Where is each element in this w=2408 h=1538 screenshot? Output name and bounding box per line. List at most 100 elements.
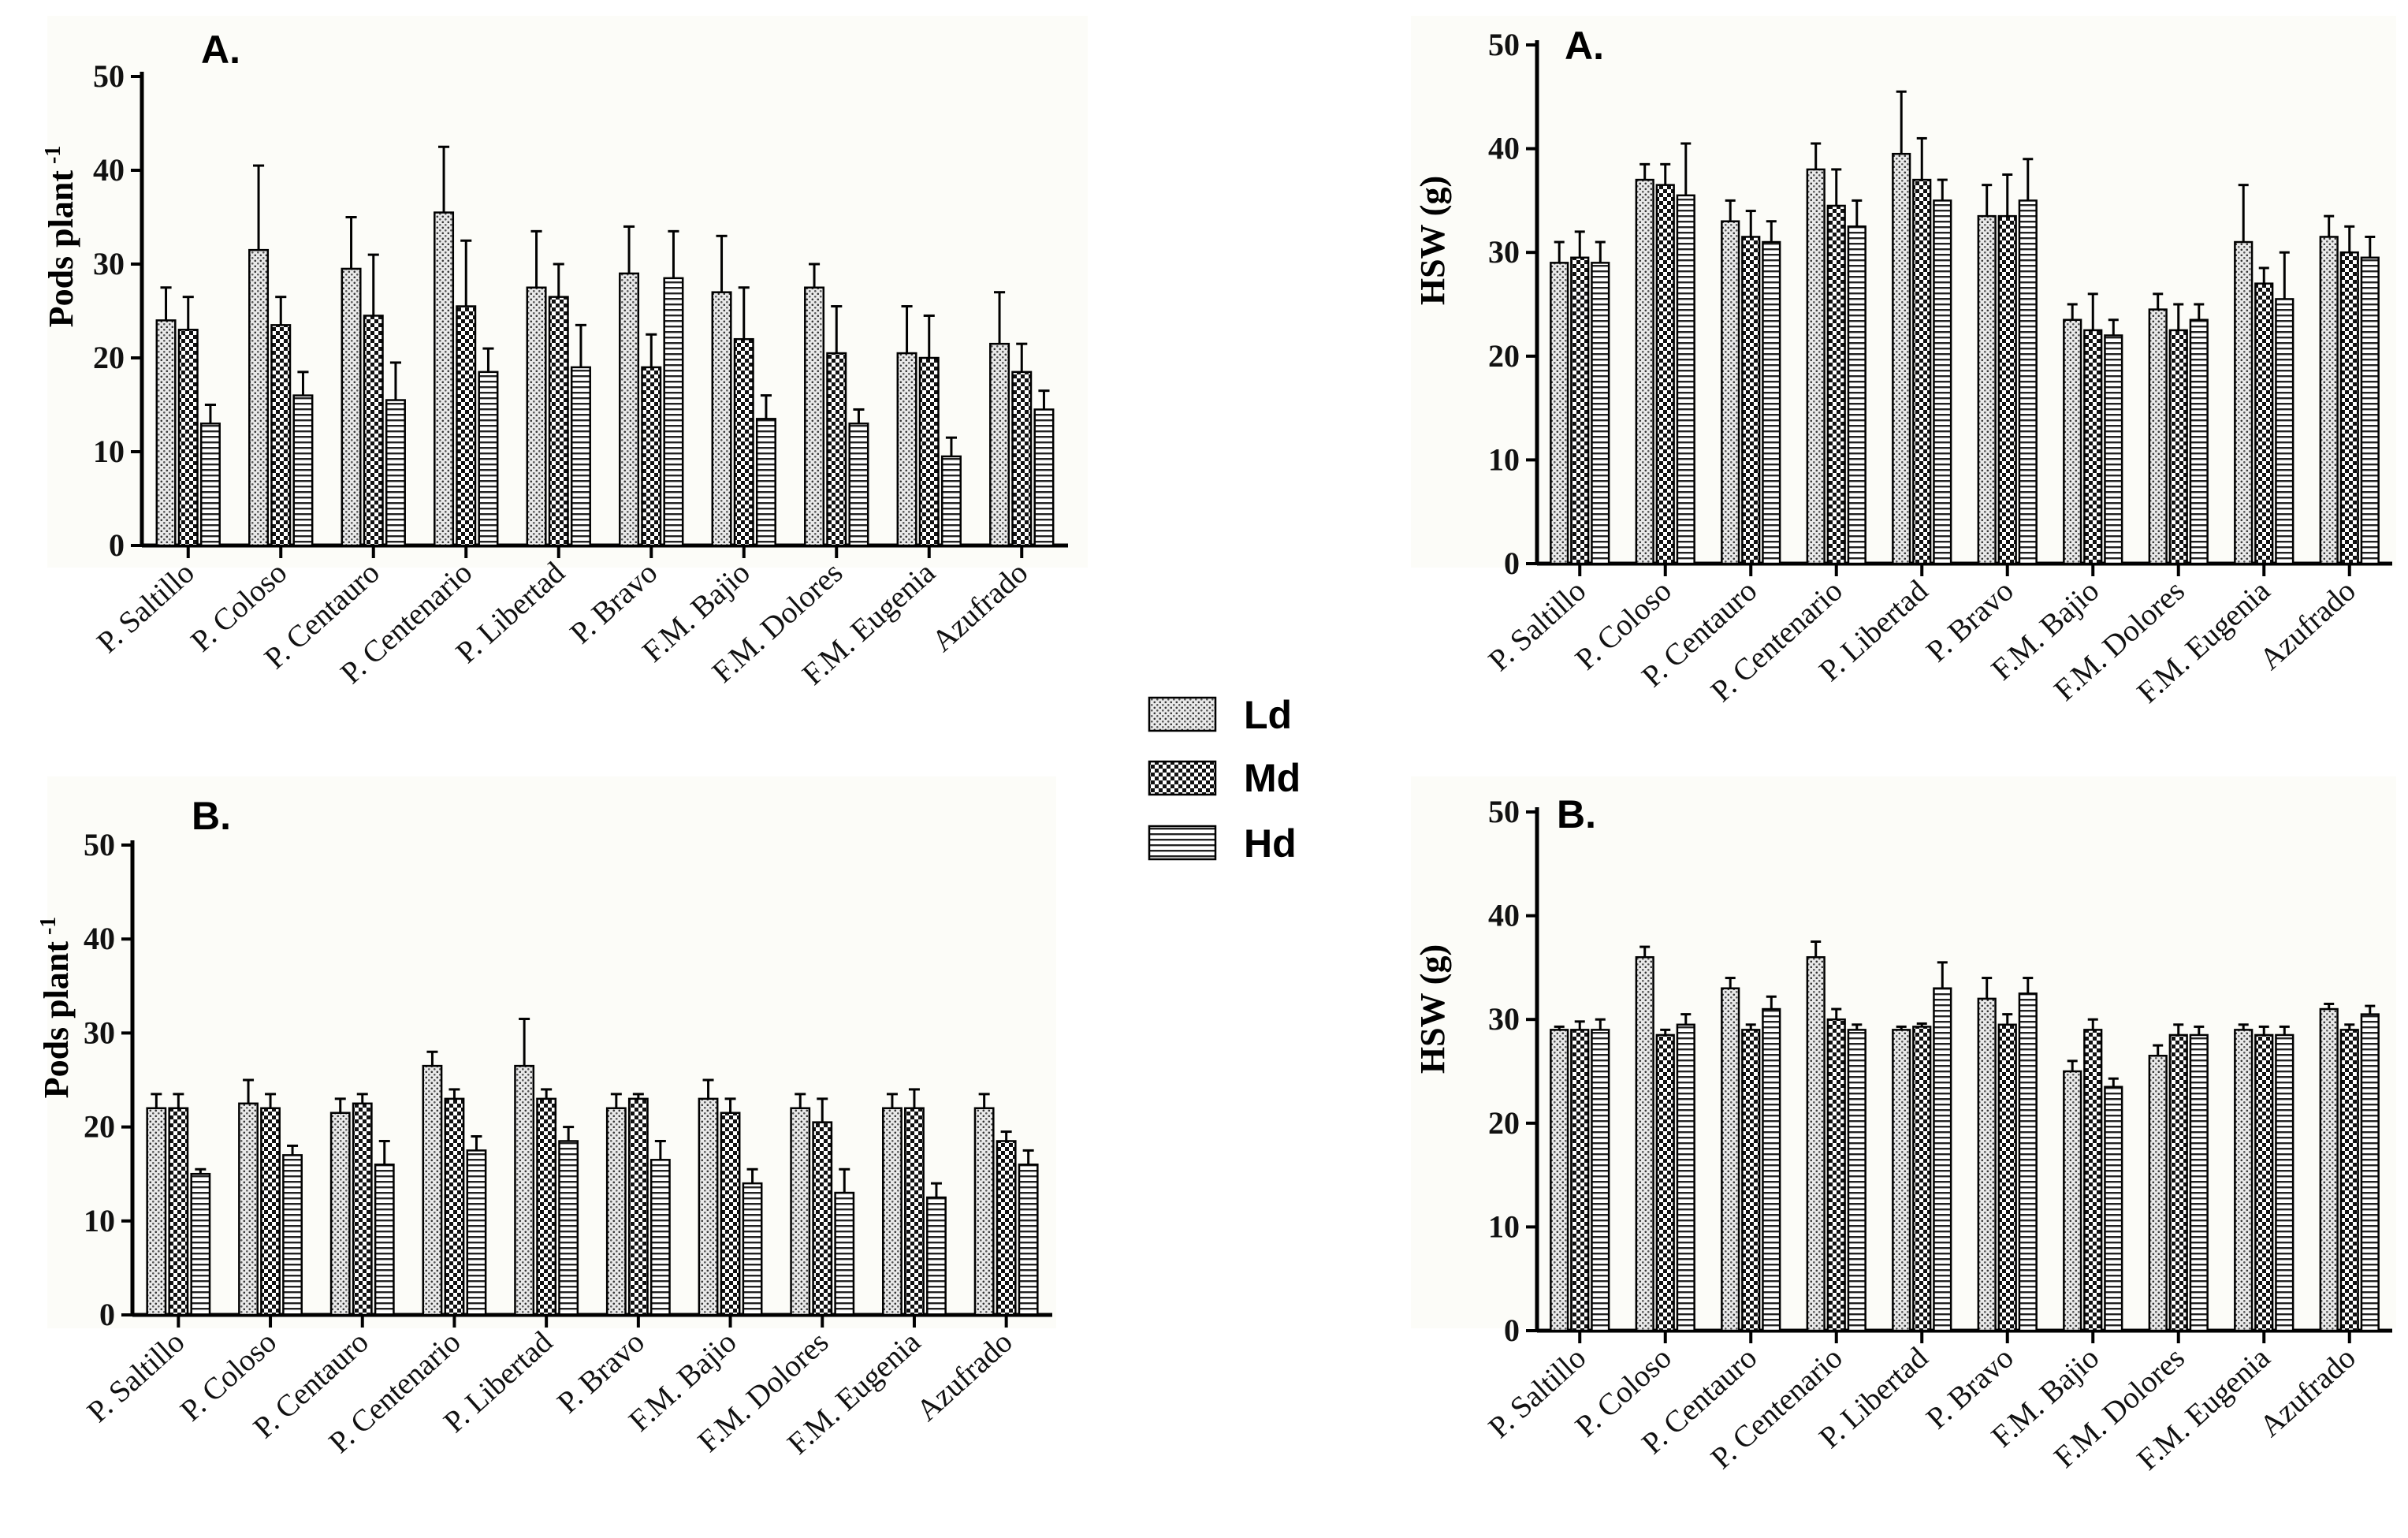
bar-ld bbox=[1806, 168, 1826, 565]
bar-ld bbox=[238, 1102, 259, 1316]
bar-hd bbox=[1033, 408, 1055, 547]
bar-ld bbox=[2063, 318, 2082, 565]
bar-ld bbox=[2319, 236, 2339, 565]
bar-ld bbox=[341, 267, 362, 547]
legend: Ld Md Hd bbox=[1148, 693, 1301, 866]
bar-ld bbox=[2148, 308, 2168, 565]
bar-ld bbox=[434, 211, 455, 547]
bar-ld bbox=[711, 291, 732, 547]
y-tick-label: 40 bbox=[93, 152, 125, 188]
bar-md bbox=[456, 305, 477, 547]
bar-ld bbox=[973, 1107, 995, 1316]
panel-title: B. bbox=[192, 794, 231, 838]
x-tick-label: Azufrado bbox=[910, 1325, 1018, 1428]
x-tick-label: P. Saltillo bbox=[1482, 574, 1592, 678]
y-tick-label: 10 bbox=[84, 1203, 115, 1238]
bar-md bbox=[2254, 282, 2274, 565]
bar-hd bbox=[1018, 1164, 1039, 1316]
bar-md bbox=[1570, 256, 1590, 565]
y-tick-label: 20 bbox=[1488, 338, 1520, 374]
legend-swatch-md bbox=[1148, 760, 1217, 796]
y-axis-label: Pods plant-1 bbox=[36, 917, 76, 1099]
bar-ld bbox=[1635, 955, 1654, 1332]
bar-ld bbox=[514, 1064, 535, 1316]
y-tick-label: 50 bbox=[1488, 27, 1520, 62]
bar-md bbox=[536, 1097, 557, 1316]
y-tick-label: 0 bbox=[99, 1297, 115, 1332]
bar-md bbox=[720, 1112, 741, 1316]
bar-hd bbox=[2189, 318, 2209, 565]
bar-ld bbox=[698, 1097, 719, 1316]
bar-ld bbox=[526, 286, 547, 547]
bar-hd bbox=[1591, 262, 1610, 565]
bar-ld bbox=[1635, 178, 1654, 565]
bar-ld bbox=[1550, 1029, 1569, 1332]
y-tick-label: 10 bbox=[93, 434, 125, 469]
x-tick-label: P. Saltillo bbox=[91, 556, 201, 660]
bar-md bbox=[260, 1107, 281, 1316]
y-tick-label: 10 bbox=[1488, 1208, 1520, 1244]
bar-ld bbox=[804, 286, 825, 547]
bar-hd bbox=[2360, 1013, 2380, 1332]
bar-ld bbox=[155, 319, 177, 547]
bar-md bbox=[904, 1107, 925, 1316]
bar-hd bbox=[2275, 298, 2294, 565]
legend-label-ld: Ld bbox=[1244, 693, 1292, 737]
bar-md bbox=[2083, 329, 2103, 565]
bar-ld bbox=[989, 342, 1010, 547]
bar-md bbox=[2339, 1029, 2359, 1332]
bar-hd bbox=[2018, 199, 2038, 565]
x-tick-label: Azufrado bbox=[2254, 574, 2362, 676]
bar-md bbox=[996, 1140, 1017, 1316]
bar-hd bbox=[2360, 256, 2380, 565]
y-tick-label: 20 bbox=[93, 340, 125, 375]
bar-md bbox=[352, 1102, 373, 1316]
bar-ld bbox=[2063, 1070, 2082, 1332]
bar-ld bbox=[146, 1107, 167, 1316]
bar-md bbox=[1011, 371, 1033, 547]
y-tick-label: 20 bbox=[84, 1109, 115, 1145]
bar-hd bbox=[1847, 225, 1866, 565]
bar-md bbox=[1826, 1018, 1846, 1332]
y-tick-label: 50 bbox=[84, 827, 115, 862]
bar-hd bbox=[926, 1196, 947, 1316]
bar-ld bbox=[2148, 1055, 2168, 1332]
bar-md bbox=[177, 329, 199, 547]
bar-hd bbox=[940, 455, 962, 547]
bar-ld bbox=[248, 248, 270, 547]
x-tick-label: P. Saltillo bbox=[1482, 1341, 1592, 1445]
bar-hd bbox=[199, 423, 221, 547]
bar-hd bbox=[2104, 1086, 2123, 1332]
bar-md bbox=[2339, 251, 2359, 565]
bar-ld bbox=[1977, 997, 1997, 1332]
bar-hd bbox=[834, 1191, 855, 1316]
legend-label-hd: Hd bbox=[1244, 821, 1297, 866]
bar-hd bbox=[1933, 199, 1952, 565]
y-tick-label: 40 bbox=[1488, 131, 1520, 166]
bar-md bbox=[812, 1121, 833, 1316]
bar-md bbox=[1826, 204, 1846, 565]
bar-md bbox=[641, 366, 662, 547]
bar-hd bbox=[742, 1182, 763, 1316]
bar-hd bbox=[1676, 194, 1695, 565]
y-axis-label: HSW (g) bbox=[1413, 176, 1452, 305]
bar-ld bbox=[882, 1107, 903, 1316]
bar-hd bbox=[1847, 1029, 1866, 1332]
bar-md bbox=[270, 324, 292, 547]
bar-md bbox=[2083, 1029, 2103, 1332]
bar-hd bbox=[292, 394, 314, 547]
bar-md bbox=[2168, 1033, 2188, 1332]
y-tick-label: 30 bbox=[93, 246, 125, 281]
y-axis-label-superscript: -1 bbox=[36, 917, 61, 935]
bar-md bbox=[1912, 1026, 1932, 1332]
y-tick-label: 50 bbox=[1488, 794, 1520, 829]
bar-ld bbox=[422, 1064, 443, 1316]
bar-ld bbox=[1892, 1029, 1911, 1332]
bar-ld bbox=[2234, 1029, 2254, 1332]
y-tick-label: 10 bbox=[1488, 441, 1520, 477]
bar-hd bbox=[478, 371, 499, 547]
bar-ld bbox=[1806, 955, 1826, 1332]
panel-title: A. bbox=[201, 28, 240, 72]
